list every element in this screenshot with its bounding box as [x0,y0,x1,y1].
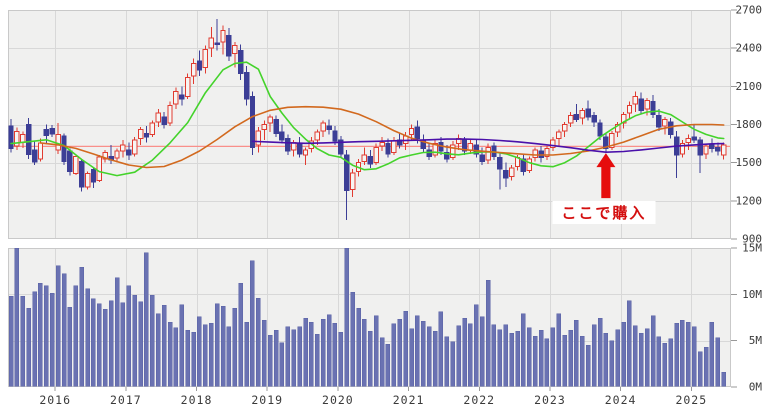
svg-text:1800: 1800 [736,118,763,131]
svg-text:2023: 2023 [534,393,566,407]
svg-text:2016: 2016 [39,393,71,407]
svg-text:2024: 2024 [605,393,637,407]
ma-line-mid-term-ma [39,105,725,169]
ma-line-short-term-ma [10,61,725,177]
buy-arrow-icon [596,153,616,199]
svg-text:2100: 2100 [736,80,763,93]
svg-text:2018: 2018 [181,393,213,407]
svg-text:900: 900 [742,233,762,246]
svg-text:2022: 2022 [463,393,495,407]
svg-text:2700: 2700 [736,4,763,17]
svg-text:2017: 2017 [110,393,142,407]
year-axis-labels: 2016 2017 2018 2019 2020 2021 2022 2023 2024 2025 [39,387,707,407]
svg-text:2021: 2021 [393,393,425,407]
svg-text:1200: 1200 [736,194,763,207]
svg-text:2025: 2025 [675,393,707,407]
svg-text:5M: 5M [749,334,763,347]
candles [8,18,727,220]
volume-bars [8,247,726,387]
ma-line-long-term-ma [251,138,725,153]
buy-annotation-label: ここで購入 [552,201,656,225]
svg-text:10M: 10M [742,288,762,301]
svg-text:2019: 2019 [251,393,283,407]
svg-text:2400: 2400 [736,42,763,55]
svg-text:15M: 15M [742,242,762,255]
svg-text:1500: 1500 [736,156,763,169]
svg-text:2020: 2020 [322,393,354,407]
price-axis-labels: 2700 2400 2100 1800 1500 1200 900 [731,4,762,246]
svg-text:0M: 0M [749,381,763,394]
volume-axis-labels: 15M 10M 5M 0M [731,242,762,394]
